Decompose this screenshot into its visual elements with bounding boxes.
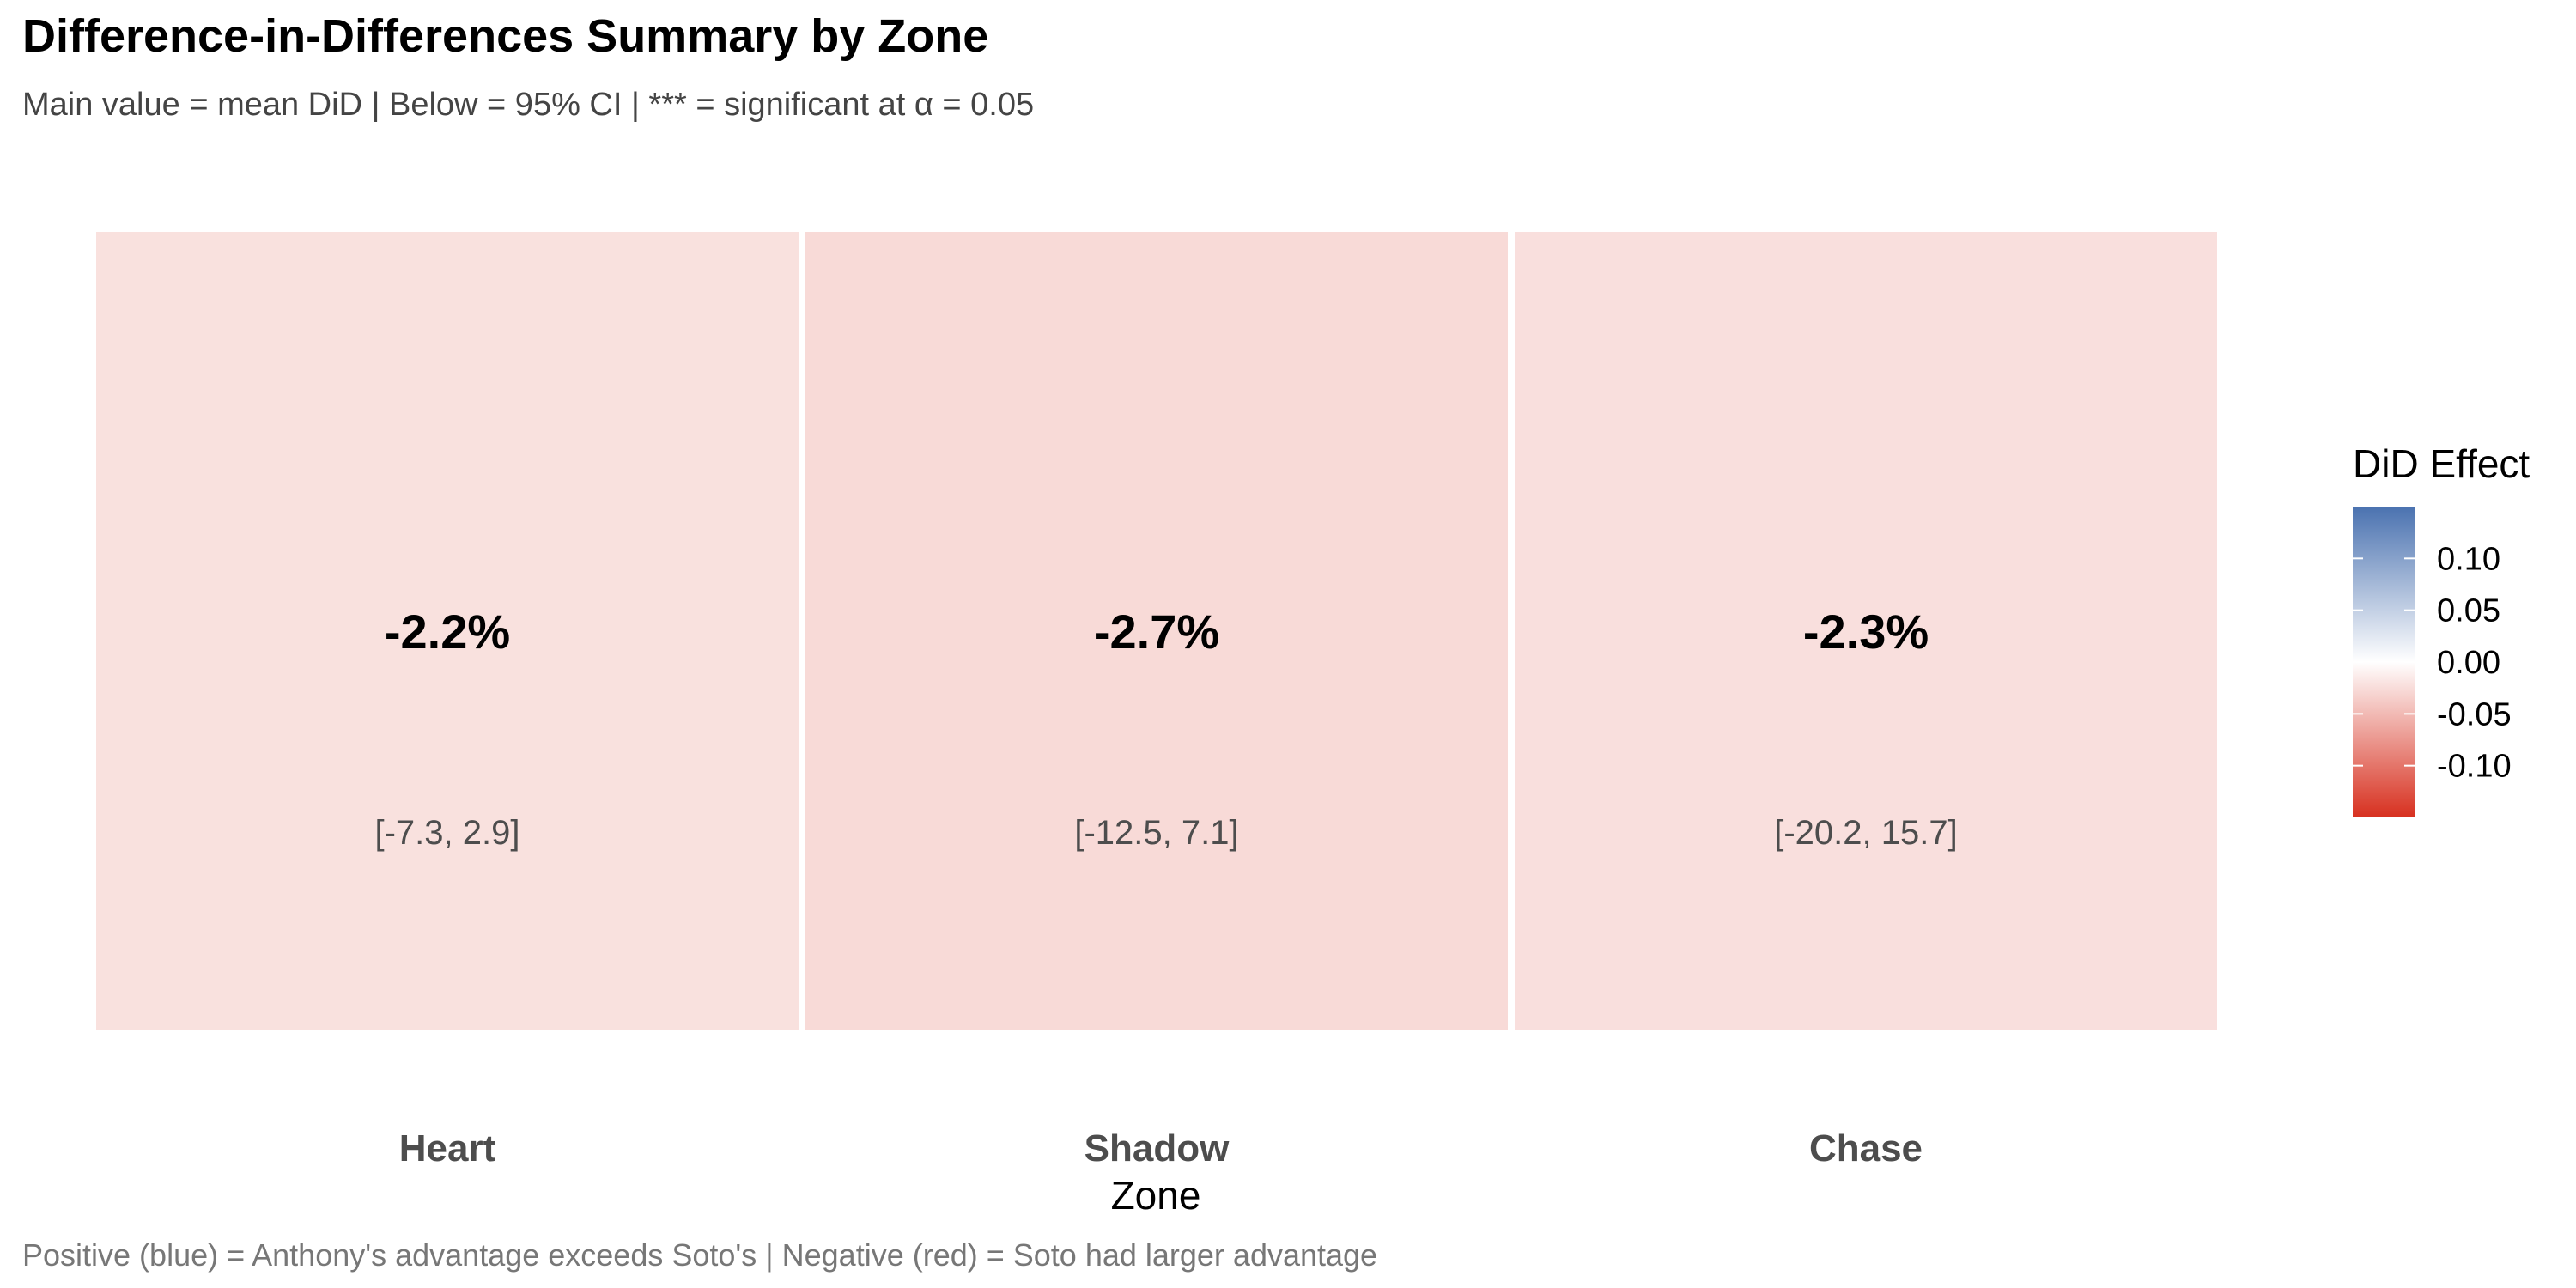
chart-subtitle: Main value = mean DiD | Below = 95% CI |… (22, 87, 1034, 123)
cell-value-label-heart: -2.2% (385, 605, 510, 659)
x-axis-title: Zone (1111, 1173, 1201, 1218)
x-tick-label-shadow: Shadow (1084, 1127, 1230, 1170)
cell-value-label-chase: -2.3% (1803, 605, 1929, 659)
chart-caption: Positive (blue) = Anthony's advantage ex… (22, 1237, 1377, 1273)
legend-tick-label: 0.00 (2437, 645, 2500, 681)
cell-value-label-shadow: -2.7% (1094, 605, 1219, 659)
color-legend: DiD Effect 0.10 0.05 0.00 -0.05 -0.10 (2353, 441, 2530, 817)
legend-tick-label: 0.05 (2437, 593, 2500, 629)
legend-tick-label: -0.05 (2437, 696, 2512, 732)
cell-ci-label-shadow: [-12.5, 7.1] (1074, 814, 1238, 852)
heatmap-cells: -2.2% [-7.3, 2.9] -2.7% [-12.5, 7.1] -2.3% [-… (96, 232, 2217, 1030)
legend-title: DiD Effect (2353, 441, 2530, 486)
legend-ticks: 0.10 0.05 0.00 -0.05 -0.10 (2353, 541, 2512, 785)
legend-tick-label: 0.10 (2437, 541, 2500, 577)
x-tick-label-chase: Chase (1809, 1127, 1923, 1170)
legend-tick-label: -0.10 (2437, 749, 2512, 785)
chart-title: Difference-in-Differences Summary by Zon… (22, 10, 988, 62)
x-axis-ticks: Heart Shadow Chase (399, 1127, 1923, 1170)
x-tick-label-heart: Heart (399, 1127, 496, 1170)
cell-ci-label-chase: [-20.2, 15.7] (1774, 814, 1957, 852)
heatmap-cell-chase (1515, 232, 2217, 1030)
heatmap-cell-heart (96, 232, 799, 1030)
cell-ci-label-heart: [-7.3, 2.9] (375, 814, 520, 852)
heatmap-cell-shadow (805, 232, 1508, 1030)
